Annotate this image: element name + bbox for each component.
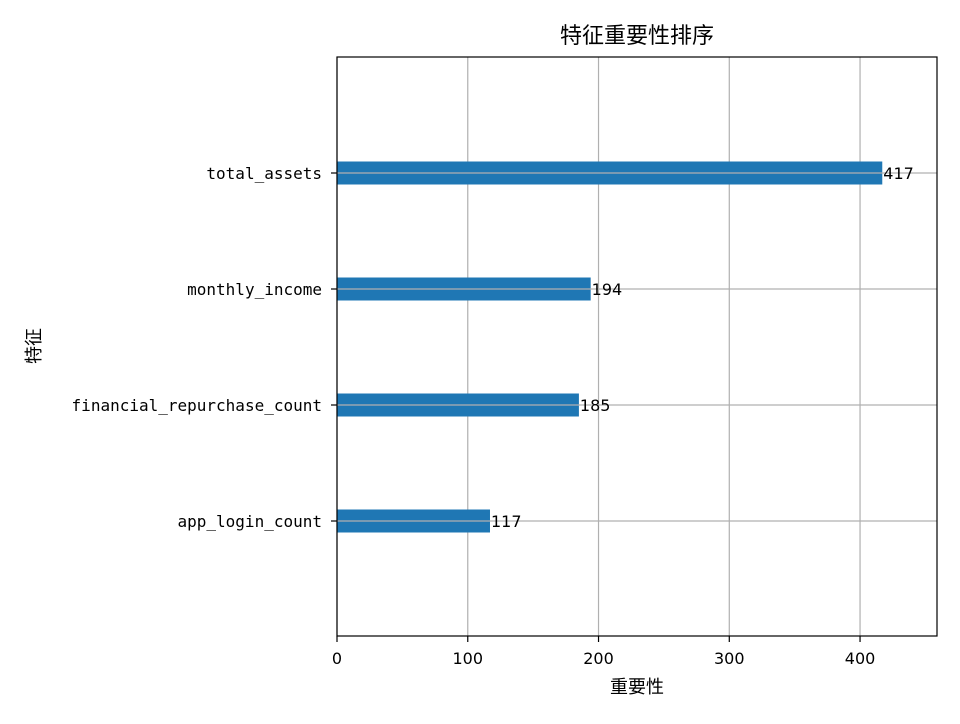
gridlines bbox=[336, 57, 861, 636]
x-tick-label: 0 bbox=[332, 649, 342, 668]
x-tick-label: 300 bbox=[714, 649, 745, 668]
x-axis-ticks: 0 100 200 300 400 bbox=[332, 636, 875, 668]
chart-title: 特征重要性排序 bbox=[560, 24, 714, 49]
data-label: 185 bbox=[580, 396, 611, 415]
plot-frame bbox=[336, 56, 938, 637]
data-label: 417 bbox=[883, 164, 914, 183]
y-axis-ticks: total_assets monthly_income financial_repu… bbox=[72, 164, 337, 531]
data-labels: 417 194 185 117 bbox=[491, 164, 914, 531]
x-tick-label: 100 bbox=[452, 649, 483, 668]
y-tick-label: monthly_income bbox=[187, 280, 322, 299]
data-label: 117 bbox=[491, 512, 522, 531]
x-axis-label: 重要性 bbox=[610, 677, 664, 698]
horizontal-gridlines bbox=[337, 172, 937, 522]
data-label: 194 bbox=[592, 280, 623, 299]
y-axis-label: 特征 bbox=[24, 328, 45, 364]
y-tick-label: financial_repurchase_count bbox=[72, 396, 322, 415]
y-tick-label: total_assets bbox=[206, 164, 322, 183]
bars bbox=[337, 161, 883, 533]
x-tick-label: 400 bbox=[845, 649, 876, 668]
y-tick-label: app_login_count bbox=[178, 512, 323, 531]
x-tick-label: 200 bbox=[583, 649, 614, 668]
